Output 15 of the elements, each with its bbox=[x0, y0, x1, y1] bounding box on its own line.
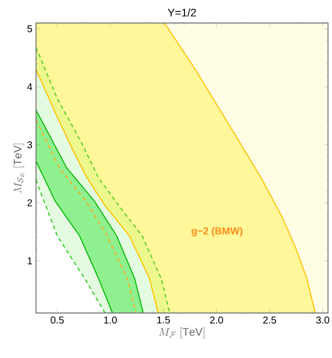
x-tick-label: 2.5 bbox=[263, 316, 276, 324]
y-tick-label: 5 bbox=[27, 25, 32, 32]
y-axis-title: $M_{\mathcal{S}_E}\ [\mathrm{TeV}]$ bbox=[13, 144, 24, 194]
x-tick-label: 0.5 bbox=[50, 316, 64, 324]
x-tick-label: 1.0 bbox=[104, 316, 117, 324]
chart-title: Y=1/2 bbox=[168, 8, 196, 17]
x-tick-label: 1.5 bbox=[157, 316, 170, 324]
x-axis-title: $M_{\mathcal{F}}\ [\mathrm{TeV}]$ bbox=[158, 327, 204, 338]
x-tick-label: 2.0 bbox=[210, 316, 224, 324]
annotation: g−2 (BMW) bbox=[192, 227, 242, 236]
y-tick-label: 4 bbox=[27, 83, 32, 90]
x-tick-label: 3.0 bbox=[316, 316, 330, 324]
y-tick-label: 1 bbox=[28, 257, 32, 264]
y-tick-label: 2 bbox=[27, 199, 32, 206]
y-tick-label: 3 bbox=[27, 141, 32, 148]
